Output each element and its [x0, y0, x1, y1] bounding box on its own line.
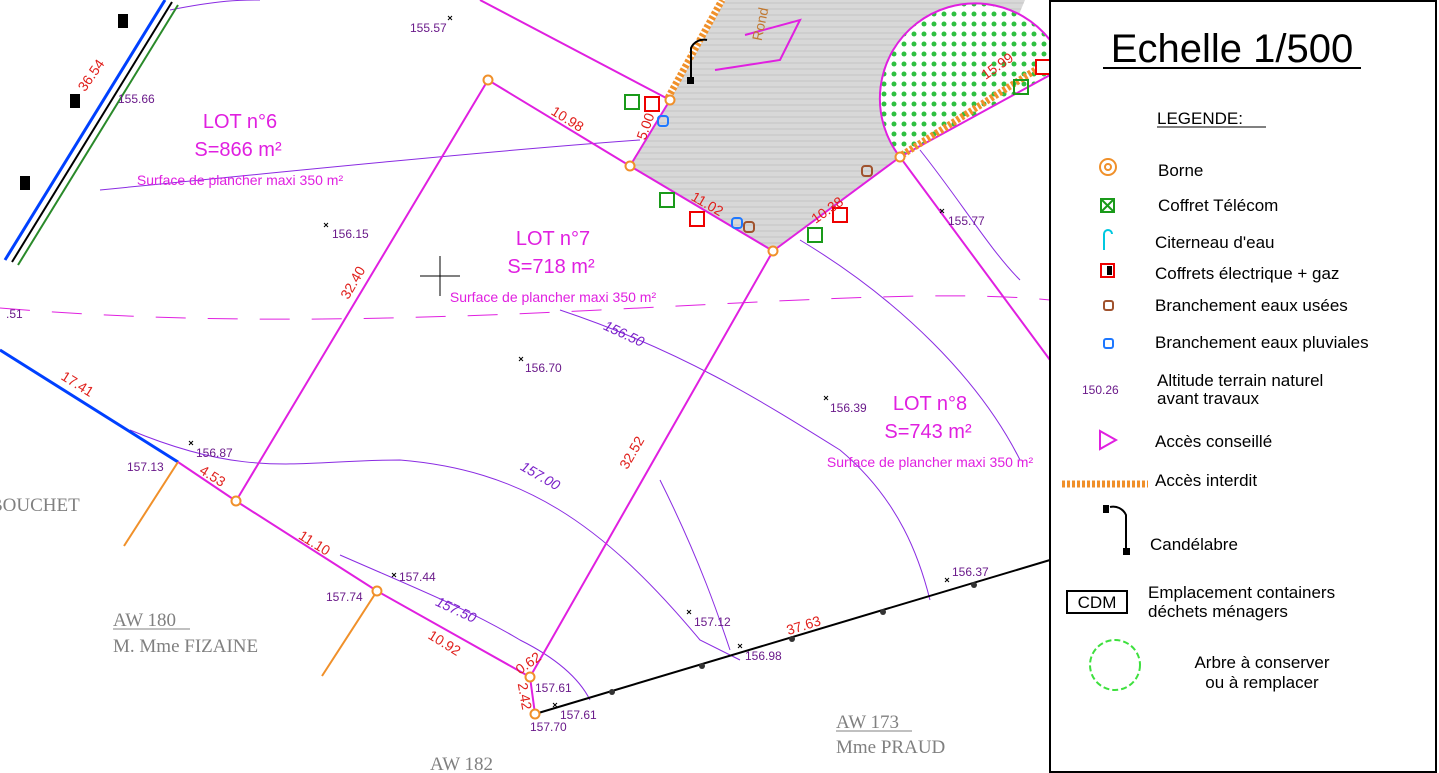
dimension: 11.10 [296, 527, 333, 559]
legend-label: Branchement eaux pluviales [1155, 333, 1369, 352]
dimension: 36.54 [74, 56, 107, 94]
dimension: 32.52 [616, 433, 647, 472]
parcel-label: AW 173 [836, 712, 899, 733]
legend-label: Branchement eaux usées [1155, 296, 1348, 315]
lot-note: Surface de plancher maxi 350 m² [137, 172, 344, 188]
altitude: 155.57 [410, 21, 447, 35]
legend-label: Citerneau d'eau [1155, 233, 1275, 252]
plan: LOT n°6 S=866 m² Surface de plancher maxi … [0, 0, 1439, 773]
legend-label: Accès conseillé [1155, 432, 1272, 451]
lot-name: LOT n°8 [893, 393, 967, 415]
spot-marker [945, 578, 949, 582]
parcel-label: AW 182 [430, 754, 493, 773]
legend: Echelle 1/500 LEGENDE: Borne Coffret Téléco… [1050, 1, 1436, 772]
lot-name: LOT n°6 [203, 111, 277, 133]
legend-cdm-sample: CDM [1078, 593, 1117, 612]
spot-marker [553, 703, 557, 707]
altitude: 156.39 [830, 401, 867, 415]
altitude: 157.13 [127, 460, 164, 474]
legend-heading: LEGENDE: [1157, 109, 1243, 128]
spot-marker [448, 16, 452, 20]
lot-area: S=866 m² [194, 139, 282, 161]
altitude: 155.77 [948, 214, 985, 228]
altitude: 156.70 [525, 361, 562, 375]
legend-altitude-sample: 150.26 [1082, 383, 1119, 397]
parcel-label: Mme PRAUD [836, 737, 945, 758]
contour-label: 156.50 [601, 317, 647, 350]
spot-marker [324, 223, 328, 227]
parcel-label: M. Mme FIZAINE [113, 636, 258, 657]
legend-label: Accès interdit [1155, 471, 1257, 490]
altitude: 156.87 [196, 446, 233, 460]
legend-label: Emplacement containers [1148, 583, 1335, 602]
altitude: 156.37 [952, 565, 989, 579]
spot-marker [519, 357, 523, 361]
altitude: 155.66 [118, 92, 155, 106]
legend-label: Arbre à conserver [1194, 653, 1329, 672]
altitude: 157.12 [694, 615, 731, 629]
legend-label: avant travaux [1157, 389, 1260, 408]
altitude: 156.15 [332, 227, 369, 241]
altitude: 157.61 [535, 681, 572, 695]
altitude: 157.74 [326, 590, 363, 604]
dimension: 10.98 [549, 103, 587, 135]
altitude: 157.44 [399, 570, 436, 584]
dimension: 17.41 [59, 368, 97, 400]
lot-area: S=718 m² [507, 256, 595, 278]
lot-name: LOT n°7 [516, 228, 590, 250]
dimension: 32.40 [337, 263, 368, 302]
legend-title: Echelle 1/500 [1111, 27, 1353, 71]
dimension: 2.42 [515, 681, 536, 711]
dimension: 10.92 [426, 627, 464, 659]
contour-label: 157.50 [433, 593, 479, 626]
altitude: 157.70 [530, 720, 567, 734]
spot-marker [392, 573, 396, 577]
parcel-label: BOUCHET [0, 495, 80, 516]
parcel-label: AW 180 [113, 610, 176, 631]
altitude: .51 [6, 307, 23, 321]
lot-note: Surface de plancher maxi 350 m² [827, 454, 1034, 470]
spot-marker [189, 441, 193, 445]
spot-marker [738, 644, 742, 648]
legend-label: déchets ménagers [1148, 602, 1288, 621]
spot-marker [687, 610, 691, 614]
lot-note: Surface de plancher maxi 350 m² [450, 289, 657, 305]
spot-marker [824, 396, 828, 400]
legend-label: Borne [1158, 161, 1203, 180]
legend-label: Altitude terrain naturel [1157, 371, 1323, 390]
legend-label: Coffrets électrique + gaz [1155, 264, 1339, 283]
legend-label: Coffret Télécom [1158, 196, 1278, 215]
lot-area: S=743 m² [884, 421, 972, 443]
altitude: 156.98 [745, 649, 782, 663]
legend-label: Candélabre [1150, 535, 1238, 554]
contour-label: 157.00 [518, 458, 563, 493]
legend-label: ou à remplacer [1205, 673, 1319, 692]
